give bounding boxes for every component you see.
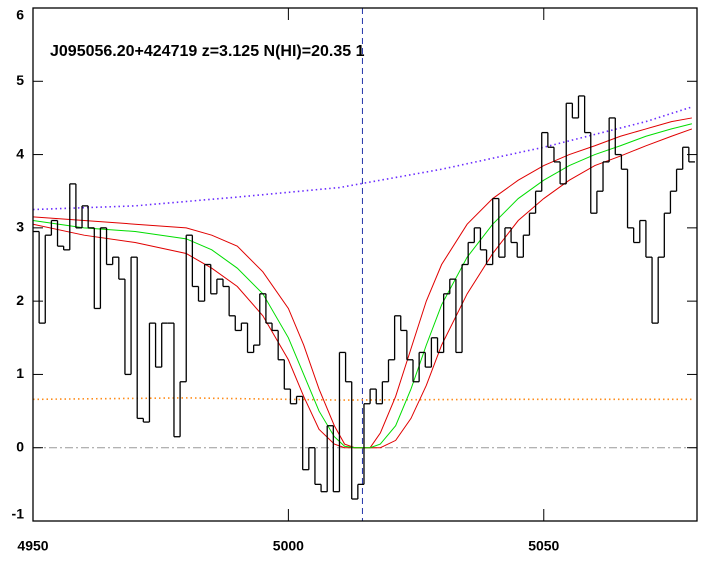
model-line bbox=[33, 106, 693, 211]
plot-frame bbox=[32, 7, 698, 522]
y-tick-label: 2 bbox=[16, 292, 24, 308]
x-tick-label: 4950 bbox=[17, 538, 48, 554]
model-line bbox=[33, 117, 692, 449]
model-line bbox=[33, 128, 693, 449]
y-tick-label: 6 bbox=[16, 7, 24, 23]
model-line bbox=[33, 123, 693, 449]
x-tick-label: 5050 bbox=[528, 538, 559, 554]
y-tick-label: 3 bbox=[16, 219, 24, 235]
spectrum-connector bbox=[38, 95, 690, 500]
y-tick-label: 1 bbox=[16, 365, 24, 381]
y-tick-label: 4 bbox=[16, 145, 24, 161]
y-tick-label: 5 bbox=[16, 72, 24, 88]
x-tick-label: 5000 bbox=[273, 538, 304, 554]
y-tick-label: -1 bbox=[12, 506, 25, 522]
chart-title: J095056.20+424719 z=3.125 N(HI)=20.35 1 bbox=[50, 43, 365, 60]
y-tick-label: 0 bbox=[16, 438, 24, 454]
plot-area bbox=[33, 8, 697, 521]
